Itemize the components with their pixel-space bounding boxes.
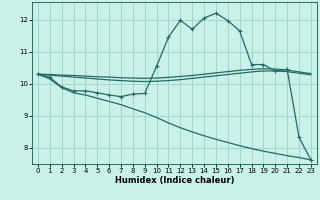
X-axis label: Humidex (Indice chaleur): Humidex (Indice chaleur): [115, 176, 234, 185]
